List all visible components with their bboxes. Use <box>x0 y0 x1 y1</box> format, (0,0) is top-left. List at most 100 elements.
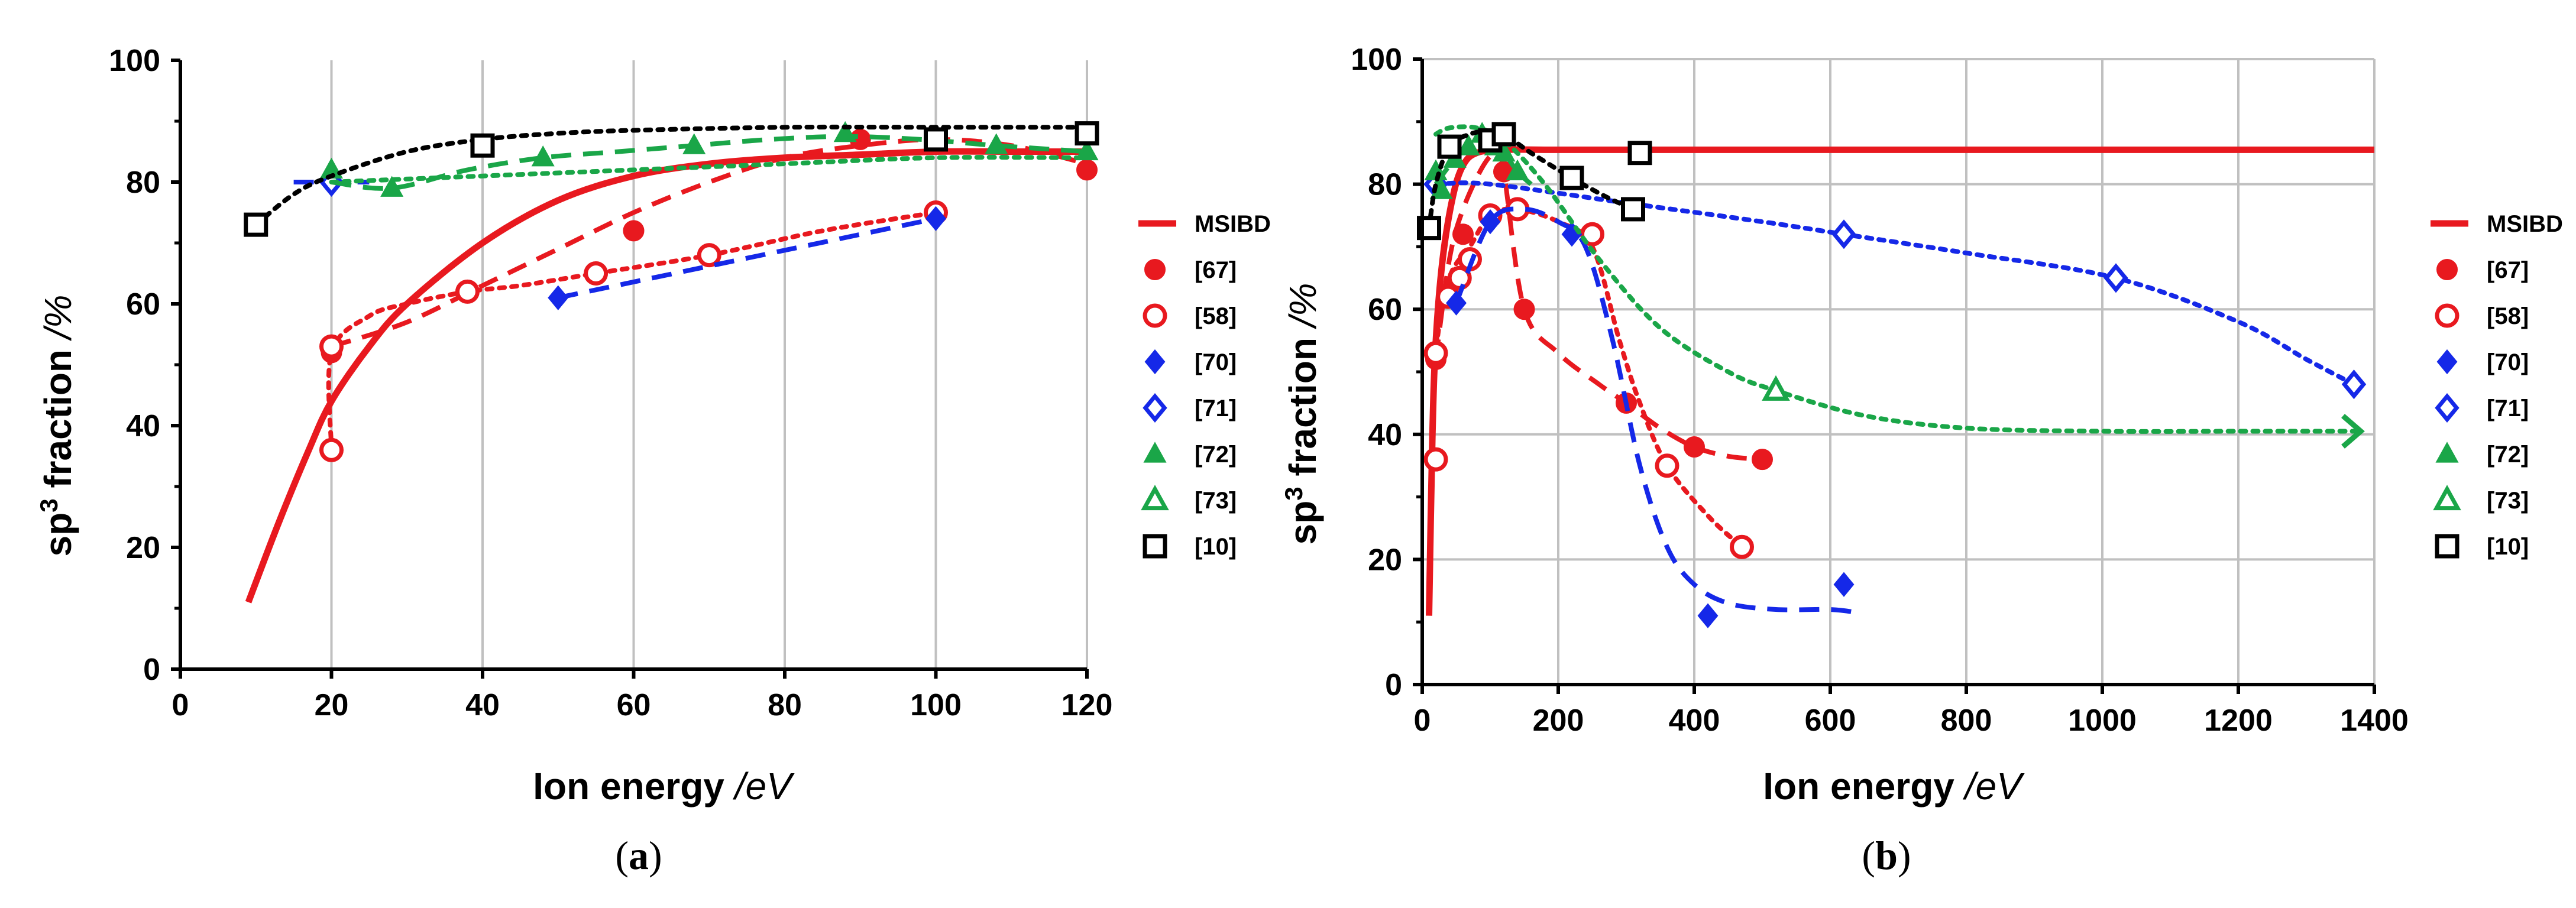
panel-b-legend-label-58: [58] <box>2487 303 2529 329</box>
panel-a-point-72 <box>380 176 404 197</box>
panel-a-legend-label-70: [70] <box>1195 349 1237 375</box>
panel-a-point-58 <box>319 437 344 462</box>
panel-b-point-71 <box>2341 369 2367 400</box>
panel-a-x-tick-label: 60 <box>617 688 651 722</box>
panel-a-point-10 <box>1075 121 1099 146</box>
panel-a-tick-labels: 0 20 40 60 80 100 0 20 40 60 80 100 120 <box>109 44 1112 722</box>
panel-b-point-58 <box>1655 453 1679 478</box>
panel-a-legend-label-58: [58] <box>1195 303 1237 329</box>
panel-b-series-10 <box>1417 122 1652 241</box>
panel-b-series <box>1417 122 2374 628</box>
panel-a-y-tick-label: 0 <box>143 653 160 687</box>
panel-a-legend-label-72: [72] <box>1195 442 1237 468</box>
panel-b-legend-label-70: [70] <box>2487 349 2529 375</box>
panel-b-x-axis-title: Ion energy /eV <box>1763 765 2025 808</box>
panel-b-legend-label-71: [71] <box>2487 395 2529 421</box>
panel-a-series-72 <box>319 121 1099 197</box>
panel-a-point-72 <box>1075 139 1099 161</box>
panel-a-legend-symbol-70 <box>1144 349 1166 375</box>
panel-b-line-70 <box>1454 206 1858 615</box>
panel-b-point-10 <box>1491 122 1516 147</box>
panel-a-line-70 <box>557 216 937 300</box>
panel-a-axes <box>171 59 1089 679</box>
panel-a-series-msibd <box>245 148 1087 604</box>
panel-b-legend-item-10: [10] <box>2435 534 2529 560</box>
panel-a-point-67 <box>1076 159 1098 181</box>
panel-b-line-71 <box>1433 180 2357 387</box>
panel-a-legend-item-71: [71] <box>1143 393 1237 423</box>
panel-b-gridlines <box>1422 58 2376 685</box>
panel-b-legend-item-58: [58] <box>2435 303 2529 329</box>
panel-a-x-tick-label: 100 <box>910 688 962 722</box>
panel-b-legend-label-67: [67] <box>2487 257 2529 283</box>
panel-b-legend-symbol-58 <box>2435 303 2460 328</box>
panel-b-legend-item-72: [72] <box>2435 442 2529 468</box>
panel-a-series-10 <box>244 121 1099 237</box>
panel-b-legend-symbol-67 <box>2436 259 2458 280</box>
panel-a-legend-symbol-58 <box>1143 303 1167 328</box>
panel-b-legend-label-73: [73] <box>2487 488 2529 514</box>
panel-b-point-72 <box>1506 159 1529 181</box>
panel-b-x-tick-label: 1400 <box>2340 703 2409 738</box>
panel-a-series <box>244 121 1099 604</box>
panel-a-series-73 <box>329 155 1089 184</box>
panel-b-x-tick-label: 800 <box>1941 703 1992 738</box>
panel-b-point-58 <box>1423 447 1448 472</box>
panel-b-point-71 <box>1831 219 1856 249</box>
panel-a-legend-item-73: [73] <box>1141 485 1237 514</box>
panel-b-point-67 <box>1452 223 1474 245</box>
panel-a-point-72 <box>531 145 555 167</box>
panel-a-x-tick-label: 80 <box>768 688 802 722</box>
panel-a-point-70 <box>548 285 569 310</box>
panel-a-x-tick-label: 40 <box>465 688 500 722</box>
panel-b-y-tick-label: 0 <box>1385 668 1402 702</box>
panel-a-legend-item-72: [72] <box>1143 442 1237 468</box>
panel-a-x-tick-label: 0 <box>172 688 189 722</box>
panel-b-legend-symbol-73 <box>2433 485 2461 511</box>
panel-a-line-73 <box>329 155 1089 184</box>
panel-b-legend-label-msibd: MSIBD <box>2487 211 2563 237</box>
panel-a-legend-label-10: [10] <box>1195 534 1237 560</box>
panel-b-point-70 <box>1446 290 1467 316</box>
panel-a-point-72 <box>985 133 1008 154</box>
panel-a-legend-label-msibd: MSIBD <box>1195 211 1271 237</box>
panel-a-x-axis-title: Ion energy /eV <box>533 765 795 808</box>
panel-a-legend-symbol-73 <box>1141 485 1169 511</box>
panel-a-y-axis-title: sp3 fraction /% <box>35 295 80 557</box>
panel-a-legend-symbol-72 <box>1143 442 1167 463</box>
panel-b-y-tick-label: 100 <box>1351 43 1402 77</box>
panel-b-point-73 <box>1762 375 1790 401</box>
panel-b-legend-item-71: [71] <box>2435 393 2529 423</box>
panel-a-x-tick-label: 120 <box>1062 688 1113 722</box>
panel-a-legend: MSIBD [67] [58] [70] [71] [72] [73] [10] <box>1138 211 1271 560</box>
panel-b-x-tick-label: 600 <box>1805 703 1856 738</box>
panel-b-x-tick-label: 0 <box>1414 703 1431 738</box>
panel-b-point-67 <box>1752 449 1773 471</box>
panel-b-point-70 <box>1697 603 1719 628</box>
panel-b-point-10 <box>1559 166 1584 190</box>
panel-b-point-67 <box>1513 299 1535 320</box>
panel-b-y-tick-label: 80 <box>1368 168 1402 202</box>
panel-a-point-67 <box>623 220 645 242</box>
panel-a-point-58 <box>319 334 344 359</box>
panel-b-legend-label-10: [10] <box>2487 534 2529 560</box>
panel-b-x-tick-label: 200 <box>1533 703 1584 738</box>
panel-b-legend-symbol-72 <box>2435 442 2459 463</box>
panel-b-axes <box>1413 57 2376 694</box>
panel-a-y-tick-label: 60 <box>126 287 160 322</box>
panel-a-y-tick-label: 100 <box>109 44 160 78</box>
panel-a-y-tick-label: 80 <box>126 166 160 200</box>
panel-b-legend-item-67: [67] <box>2436 257 2529 283</box>
panel-b-point-58 <box>1580 222 1604 247</box>
panel-a-legend-symbol-10 <box>1143 534 1167 559</box>
panel-a-point-10 <box>470 133 495 158</box>
panel-a-point-58 <box>584 261 609 286</box>
panel-b-point-10 <box>1627 141 1652 166</box>
panel-a-legend-label-73: [73] <box>1195 488 1237 514</box>
panel-b-legend-label-72: [72] <box>2487 442 2529 468</box>
panel-a-series-70 <box>548 206 946 310</box>
panel-b-point-10 <box>1621 197 1645 222</box>
panel-b-point-72 <box>1457 134 1480 155</box>
